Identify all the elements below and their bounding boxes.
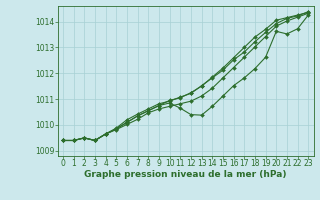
X-axis label: Graphe pression niveau de la mer (hPa): Graphe pression niveau de la mer (hPa) xyxy=(84,170,287,179)
